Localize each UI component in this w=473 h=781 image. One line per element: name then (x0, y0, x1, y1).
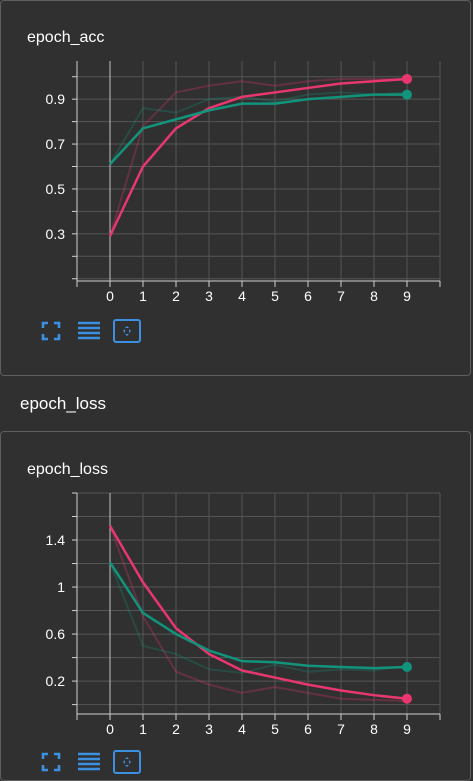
x-tick-label: 9 (403, 288, 411, 304)
x-tick-label: 7 (337, 721, 345, 737)
plot-area: 0 1 2 3 4 5 6 7 8 9 0.3 0.5 0.7 0.9 (46, 61, 441, 304)
chart-epoch-loss[interactable]: 0 1 2 3 4 5 6 7 8 9 0.2 0.6 1 1.4 (1, 432, 473, 737)
data-table-button[interactable] (75, 750, 103, 774)
fullscreen-button[interactable] (37, 319, 65, 343)
fullscreen-icon (41, 321, 61, 341)
x-tick-label: 3 (205, 288, 213, 304)
chart-toolbar (37, 750, 141, 774)
x-tick-label: 4 (238, 721, 246, 737)
x-tick-label: 6 (304, 721, 312, 737)
plot-area: 0 1 2 3 4 5 6 7 8 9 0.2 0.6 1 1.4 (46, 492, 441, 737)
section-title: epoch_loss (20, 394, 107, 413)
y-tick-label: 0.3 (46, 226, 66, 242)
y-tick-label: 1 (57, 579, 65, 595)
chart-card-epoch-loss: epoch_loss 0 1 2 3 4 5 6 7 8 9 0.2 0.6 1 1.4 (0, 431, 471, 781)
x-tick-label: 1 (139, 721, 147, 737)
y-tick-label: 0.7 (46, 136, 66, 152)
x-tick-label: 5 (271, 288, 279, 304)
x-tick-label: 2 (172, 721, 180, 737)
x-tick-label: 3 (205, 721, 213, 737)
chart-card-epoch-acc: epoch_acc 0 1 2 3 4 5 6 7 8 9 0.3 0.5 0.7 0.9 (0, 0, 471, 376)
series-raw-line-0 (109, 525, 408, 703)
x-tick-label: 1 (139, 288, 147, 304)
fit-domain-button[interactable] (113, 319, 141, 343)
series-endpoint-marker-1 (402, 661, 412, 672)
fullscreen-button[interactable] (37, 750, 65, 774)
x-tick-label: 7 (337, 288, 345, 304)
y-tick-label: 0.6 (46, 626, 66, 642)
x-tick-label: 8 (370, 288, 378, 304)
series-raw-line-1 (109, 561, 408, 674)
chart-title: epoch_loss (27, 461, 108, 478)
fit-domain-icon (123, 757, 131, 767)
fullscreen-icon (41, 752, 61, 772)
fit-domain-button[interactable] (113, 750, 141, 774)
x-tick-label: 4 (238, 288, 246, 304)
series-smoothed-line-1 (109, 93, 407, 166)
chart-title: epoch_acc (27, 29, 105, 46)
series-endpoint-marker-0 (402, 693, 412, 704)
x-tick-label: 9 (403, 721, 411, 737)
y-tick-label: 0.5 (46, 181, 66, 197)
data-table-icon (78, 752, 100, 771)
x-tick-label: 2 (172, 288, 180, 304)
x-tick-label: 0 (106, 721, 114, 737)
x-tick-label: 6 (304, 288, 312, 304)
series-smoothed-line-0 (108, 77, 408, 237)
series-smoothed-line-0 (108, 525, 408, 700)
x-tick-label: 0 (106, 288, 114, 304)
series-raw-line-0 (109, 77, 407, 237)
series-raw-line-1 (109, 91, 408, 165)
data-table-button[interactable] (75, 319, 103, 343)
x-tick-label: 8 (370, 721, 378, 737)
series-endpoint-marker-1 (402, 89, 412, 100)
y-tick-label: 0.2 (46, 673, 66, 689)
chart-epoch-acc[interactable]: 0 1 2 3 4 5 6 7 8 9 0.3 0.5 0.7 0.9 (1, 1, 473, 311)
y-tick-label: 1.4 (46, 532, 66, 548)
y-tick-label: 0.9 (46, 91, 66, 107)
series-smoothed-line-1 (108, 561, 408, 670)
chart-toolbar (37, 319, 141, 343)
data-table-icon (78, 321, 100, 340)
x-tick-label: 5 (271, 721, 279, 737)
series-endpoint-marker-0 (402, 73, 412, 84)
fit-domain-icon (123, 326, 131, 336)
section-header[interactable]: epoch_loss (0, 377, 473, 431)
